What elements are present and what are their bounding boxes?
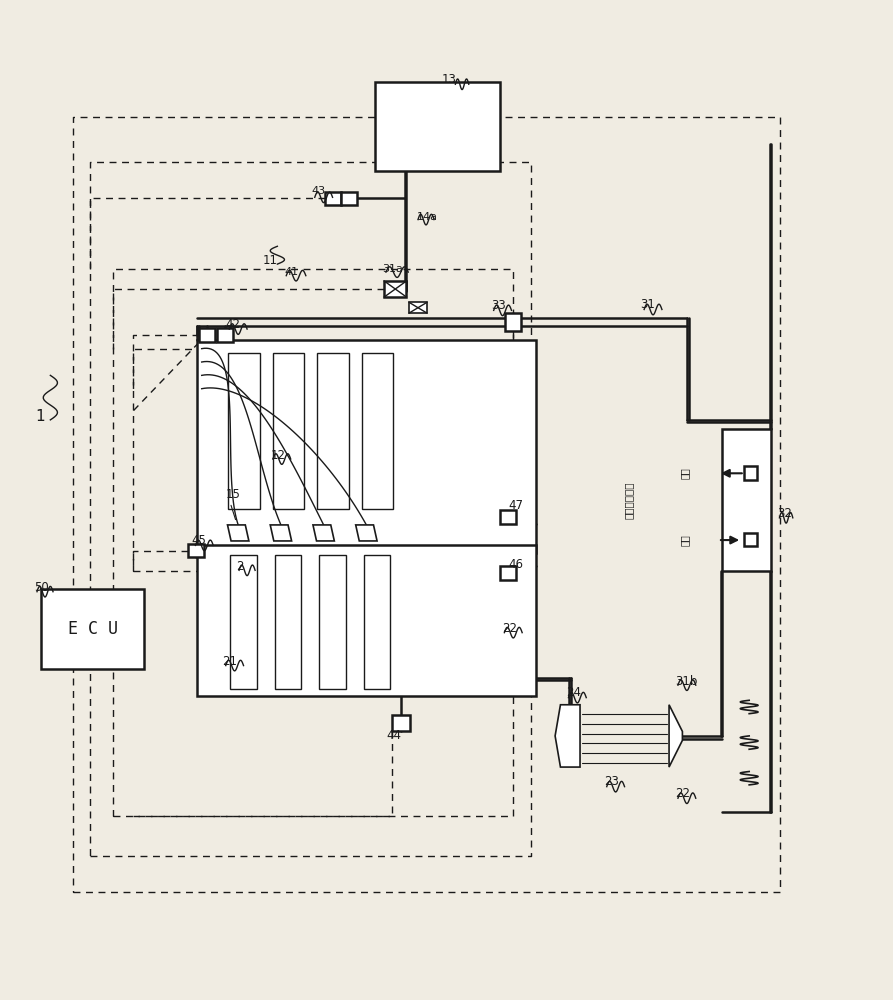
Bar — [744, 533, 757, 546]
Text: 31: 31 — [640, 298, 655, 311]
Bar — [217, 328, 233, 342]
Bar — [188, 544, 204, 557]
Bar — [317, 353, 348, 509]
Bar — [505, 313, 522, 331]
Text: 46: 46 — [509, 558, 524, 571]
Text: 14a: 14a — [417, 212, 438, 222]
Text: 11: 11 — [263, 254, 278, 267]
Bar — [500, 566, 516, 580]
Text: 33: 33 — [491, 299, 505, 312]
Bar — [319, 555, 346, 689]
Bar — [363, 555, 390, 689]
Polygon shape — [271, 525, 292, 541]
Bar — [324, 192, 340, 205]
Text: 15: 15 — [226, 488, 240, 501]
Bar — [384, 281, 406, 297]
Polygon shape — [669, 705, 682, 767]
Text: 31a: 31a — [382, 264, 404, 274]
Text: 45: 45 — [191, 534, 206, 547]
Bar — [392, 715, 410, 731]
Bar — [199, 328, 215, 342]
Text: 47: 47 — [509, 499, 524, 512]
Text: 1: 1 — [35, 409, 45, 424]
Text: 23: 23 — [604, 775, 619, 788]
Bar — [340, 192, 356, 205]
Bar — [197, 340, 536, 553]
Bar — [375, 82, 500, 171]
Text: E C U: E C U — [68, 620, 118, 638]
Text: 13: 13 — [442, 73, 457, 86]
Text: 21: 21 — [222, 655, 238, 668]
Text: 41: 41 — [285, 267, 298, 277]
Bar — [275, 555, 302, 689]
Polygon shape — [409, 302, 427, 313]
Text: 入口: 入口 — [680, 534, 690, 546]
Bar — [362, 353, 393, 509]
Text: 24: 24 — [566, 686, 580, 699]
Text: 2: 2 — [237, 560, 244, 573]
Text: 43: 43 — [311, 186, 325, 196]
Bar — [273, 353, 304, 509]
Bar — [229, 353, 260, 509]
Bar — [41, 589, 144, 669]
Text: 出口: 出口 — [680, 467, 690, 479]
Text: 32: 32 — [777, 507, 792, 520]
Polygon shape — [313, 525, 334, 541]
Bar — [722, 429, 772, 571]
Bar — [744, 466, 757, 480]
Bar — [230, 555, 257, 689]
Text: 50: 50 — [34, 581, 49, 594]
Text: 42: 42 — [226, 318, 241, 331]
Text: 12: 12 — [271, 449, 285, 462]
Polygon shape — [355, 525, 377, 541]
Polygon shape — [228, 525, 249, 541]
Text: 22: 22 — [675, 787, 690, 800]
Bar — [197, 545, 536, 696]
Text: 22: 22 — [502, 622, 517, 635]
Polygon shape — [555, 705, 580, 767]
Bar — [500, 510, 516, 524]
Text: 发动机冷却剂: 发动机冷却剂 — [624, 481, 634, 519]
Text: 44: 44 — [386, 729, 401, 742]
Text: 31b: 31b — [675, 675, 697, 688]
